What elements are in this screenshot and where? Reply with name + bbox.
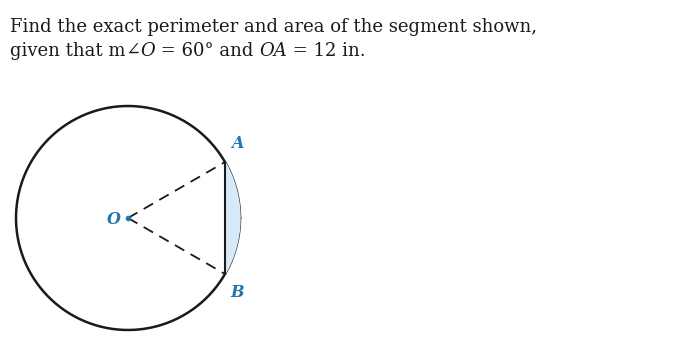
Text: = 60° and: = 60° and xyxy=(156,42,260,60)
Text: O: O xyxy=(141,42,156,60)
Text: Find the exact perimeter and area of the segment shown,: Find the exact perimeter and area of the… xyxy=(10,18,537,36)
Text: = 12 in.: = 12 in. xyxy=(287,42,366,60)
Polygon shape xyxy=(225,162,240,274)
Text: ∠: ∠ xyxy=(125,42,141,60)
Text: A: A xyxy=(231,135,243,152)
Text: B: B xyxy=(230,284,243,301)
Text: given that m: given that m xyxy=(10,42,125,60)
Text: OA: OA xyxy=(260,42,287,60)
Text: O: O xyxy=(107,211,121,228)
